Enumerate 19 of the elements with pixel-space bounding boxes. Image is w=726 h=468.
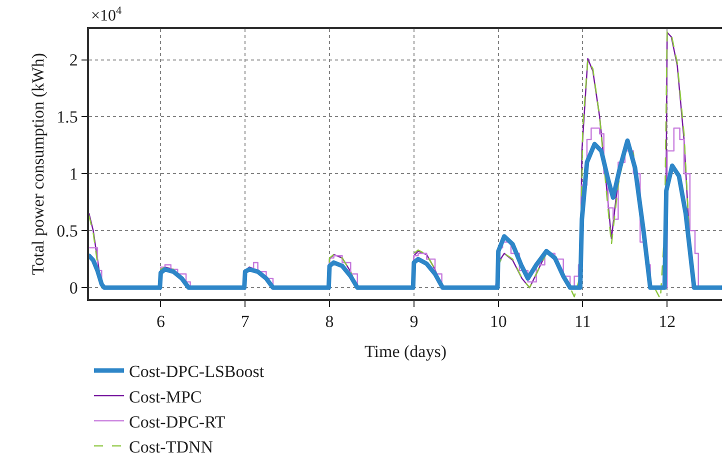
x-tick-label: 8 bbox=[325, 312, 334, 332]
x-tick-label: 6 bbox=[156, 312, 165, 332]
legend-label: Cost-DPC-RT bbox=[129, 412, 226, 432]
legend-label: Cost-TDNN bbox=[129, 437, 214, 456]
x-tick-label: 10 bbox=[490, 312, 507, 332]
y-axis-title: Total power consumption (kWh) bbox=[28, 52, 48, 276]
y-tick-label: 1.5 bbox=[56, 108, 78, 127]
y-tick-label: 1 bbox=[69, 164, 78, 184]
x-tick-label: 12 bbox=[658, 312, 676, 332]
y-tick-label: 2 bbox=[69, 50, 78, 70]
x-tick-label: 11 bbox=[574, 312, 591, 332]
legend-label: Cost-MPC bbox=[129, 387, 202, 406]
text: ×10$^{4}$ bbox=[91, 5, 122, 25]
y-tick-label: 0.5 bbox=[56, 222, 78, 241]
x-axis-title: Time (days) bbox=[364, 342, 447, 362]
x-tick-label: 7 bbox=[240, 312, 250, 332]
legend-label: Cost-DPC-LSBoost bbox=[129, 362, 264, 382]
x-tick-label: 9 bbox=[410, 312, 418, 332]
y-tick-label: 0 bbox=[69, 278, 78, 298]
